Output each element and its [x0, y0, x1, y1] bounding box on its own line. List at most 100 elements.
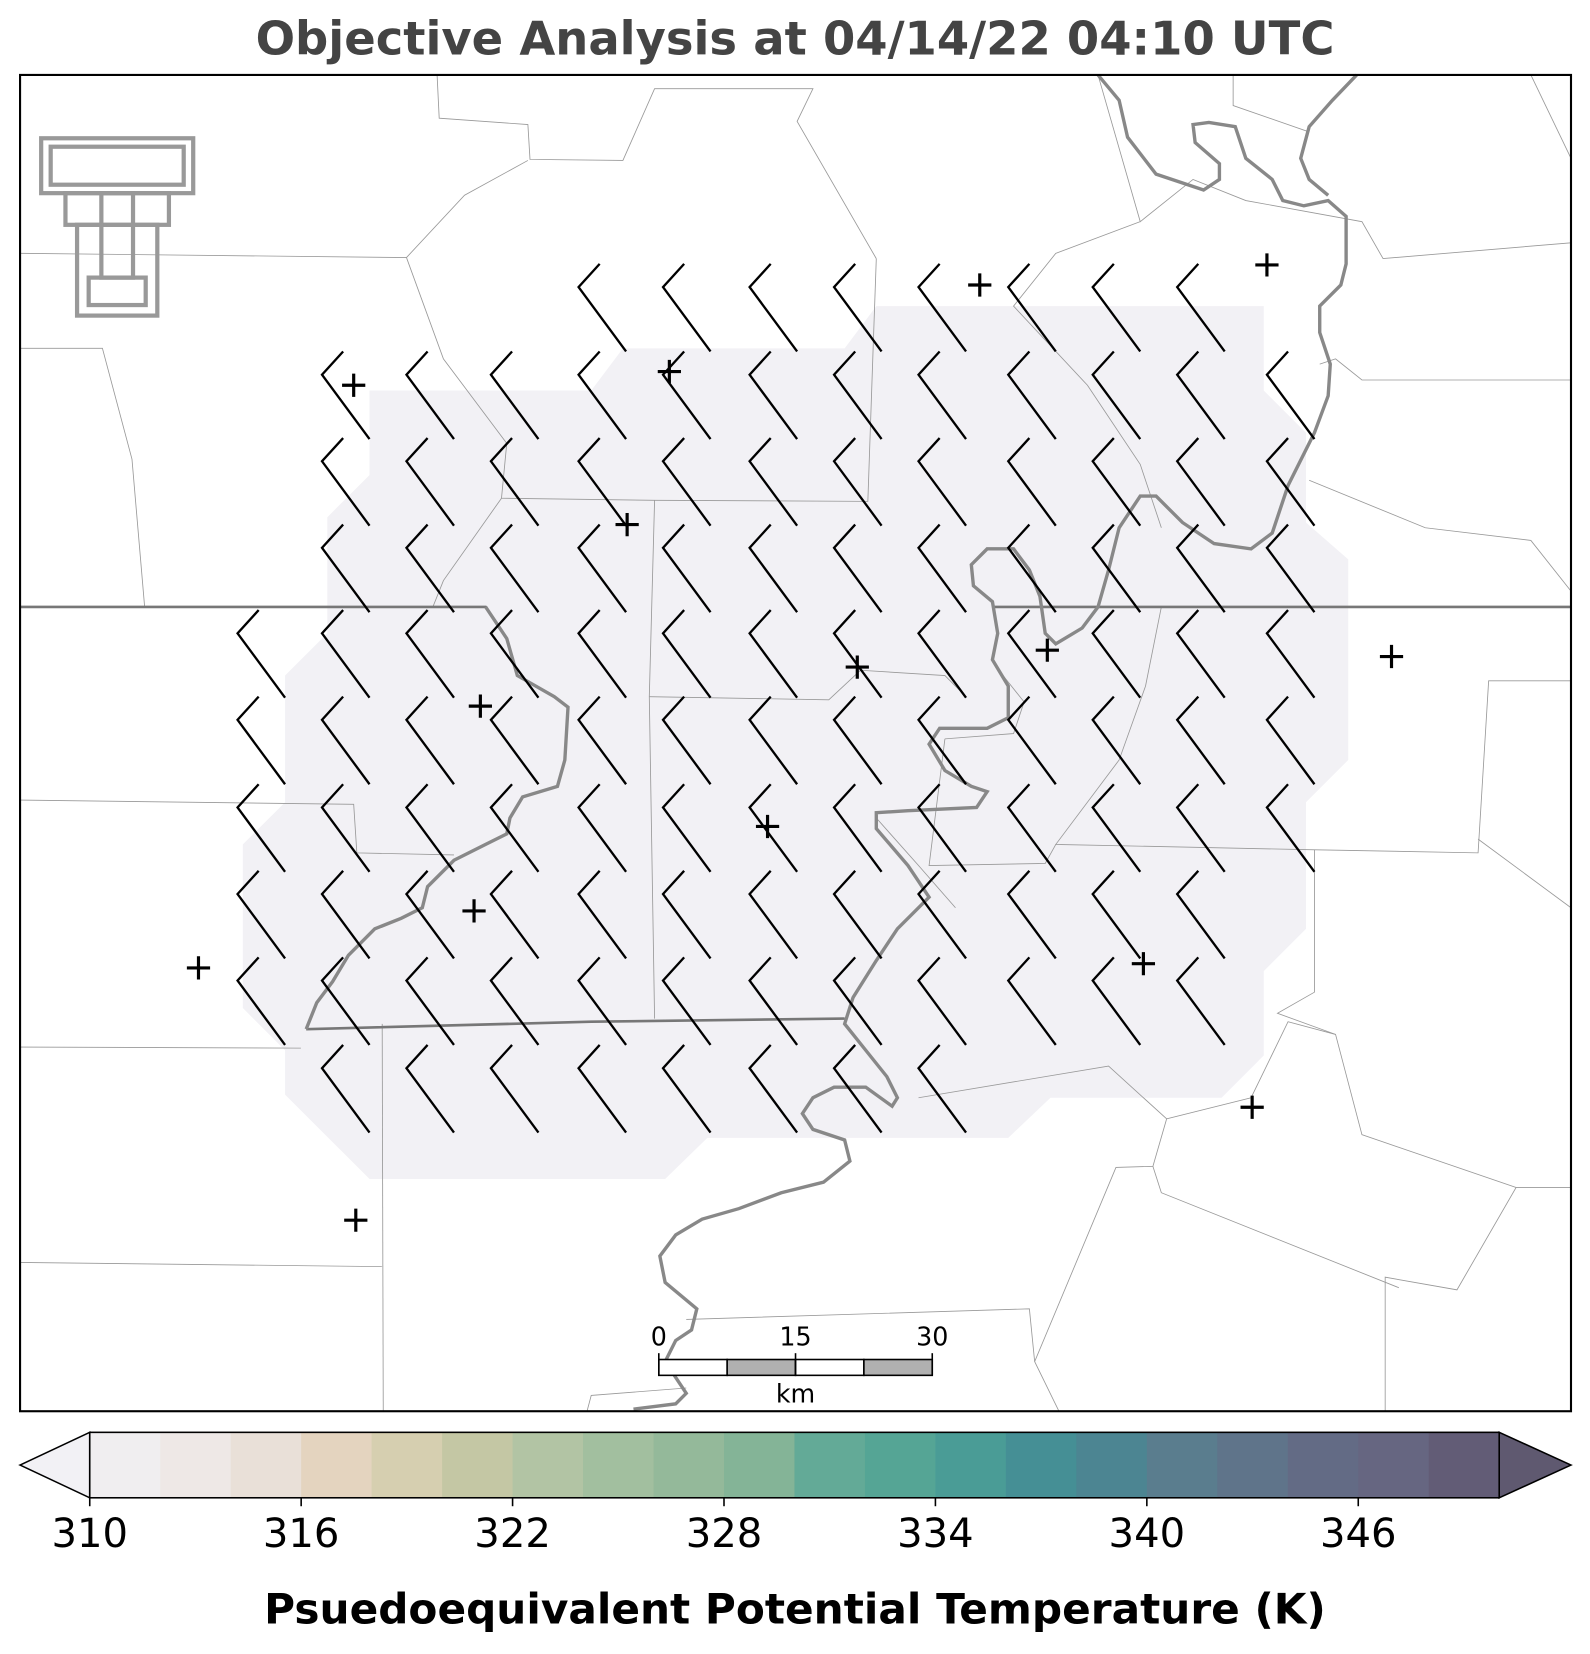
river — [633, 73, 1348, 1411]
wind-barb — [1175, 956, 1226, 1046]
scale-unit: km — [776, 1378, 815, 1408]
stations — [186, 253, 1404, 1232]
station-marker — [344, 1208, 368, 1232]
colorbar-box — [1076, 1432, 1148, 1498]
wind-barb — [489, 870, 540, 960]
wind-barb — [577, 870, 628, 960]
colorbar-label: Psuedoequivalent Potential Temperature (… — [264, 1584, 1326, 1633]
title: Objective Analysis at 04/14/22 04:10 UTC — [256, 12, 1335, 66]
wind-barb — [1175, 870, 1226, 960]
wind-barb — [404, 956, 455, 1046]
wind-barb — [661, 695, 712, 785]
wind-barb — [832, 695, 883, 785]
wind-barb — [1006, 956, 1057, 1046]
wind-barb — [917, 609, 967, 699]
wind-barb — [320, 870, 371, 960]
wind-barb — [489, 1044, 540, 1134]
colorbar-tick-label: 328 — [686, 1511, 763, 1557]
wind-barb — [917, 783, 967, 873]
wind-barb — [1265, 523, 1316, 613]
wind-barb — [1091, 263, 1142, 353]
wind-barb — [1006, 523, 1057, 613]
colorbar-tick-label: 316 — [263, 1511, 340, 1557]
wind-barb — [577, 350, 628, 440]
wind-barb — [489, 437, 540, 527]
wind-barb — [1175, 695, 1226, 785]
wind-barb — [748, 263, 799, 353]
wind-barb — [1265, 783, 1316, 873]
wind-barb — [917, 870, 967, 960]
wind-barb — [1006, 695, 1057, 785]
station-marker — [1240, 1095, 1264, 1119]
wind-barb — [489, 695, 540, 785]
scale-segment — [658, 1358, 728, 1377]
wind-barb — [1006, 437, 1057, 527]
wind-barb — [748, 695, 799, 785]
wind-barb — [661, 523, 712, 613]
wind-barb — [404, 695, 455, 785]
wind-barb — [832, 263, 883, 353]
colorbar-box — [160, 1432, 232, 1498]
wind-barb — [1006, 783, 1057, 873]
map: 0 15 30 km — [19, 73, 1573, 1413]
wind-barb — [748, 523, 799, 613]
colorbar-box — [1287, 1432, 1359, 1498]
station-marker — [845, 655, 869, 679]
wind-barb — [1091, 695, 1142, 785]
wind-barb — [832, 1044, 883, 1134]
wind-barb — [1006, 263, 1057, 353]
colorbar-box — [1428, 1432, 1500, 1498]
station-marker — [186, 956, 211, 980]
wind-barb — [1265, 437, 1316, 527]
station-marker — [1131, 952, 1156, 976]
scale-label: 0 — [651, 1321, 667, 1351]
station-marker — [1255, 253, 1279, 277]
wind-barb — [661, 870, 712, 960]
wind-barb — [320, 523, 371, 613]
wind-barb — [320, 350, 371, 440]
station-marker — [468, 694, 492, 718]
wind-barb — [917, 956, 967, 1046]
wind-barb — [1175, 609, 1226, 699]
colorbar-box — [723, 1432, 795, 1498]
wind-barb — [577, 956, 628, 1046]
wind-barb — [1175, 783, 1226, 873]
scale-segment — [726, 1358, 797, 1377]
wind-barb — [489, 956, 540, 1046]
colorbar-box — [794, 1432, 866, 1498]
river — [1298, 73, 1358, 197]
scale-bar: 0 15 30 km — [651, 1321, 949, 1408]
colorbar-box — [1217, 1432, 1289, 1498]
colorbar-box — [1005, 1432, 1077, 1498]
colorbar-frame — [88, 1431, 1500, 1499]
wind-barb — [661, 1044, 712, 1134]
colorbar-box — [583, 1432, 655, 1498]
wind-barb — [1175, 263, 1226, 353]
wind-barb — [577, 695, 628, 785]
wind-barb — [1091, 870, 1142, 960]
wind-barb — [1091, 609, 1142, 699]
wind-barb — [1006, 609, 1057, 699]
wind-barb — [1091, 783, 1142, 873]
wind-barb — [577, 263, 628, 353]
scale-segment — [863, 1358, 934, 1377]
wind-barb — [832, 609, 883, 699]
wind-barb — [661, 350, 712, 440]
wind-barb — [404, 523, 455, 613]
wind-barb — [832, 523, 883, 613]
station-marker — [657, 359, 681, 384]
wind-barb — [236, 783, 286, 873]
wind-barb — [489, 609, 540, 699]
river — [304, 605, 570, 1030]
wind-barb — [748, 609, 799, 699]
wind-barb — [832, 783, 883, 873]
wind-barb — [236, 609, 286, 699]
wind-barb — [661, 437, 712, 527]
wind-barb — [1006, 350, 1057, 440]
wind-barb — [1091, 437, 1142, 527]
colorbar-tick-label: 346 — [1320, 1511, 1397, 1557]
wind-barb — [577, 437, 628, 527]
wind-barb — [1091, 523, 1142, 613]
station-marker — [755, 814, 780, 839]
wind-barb — [748, 1044, 799, 1134]
